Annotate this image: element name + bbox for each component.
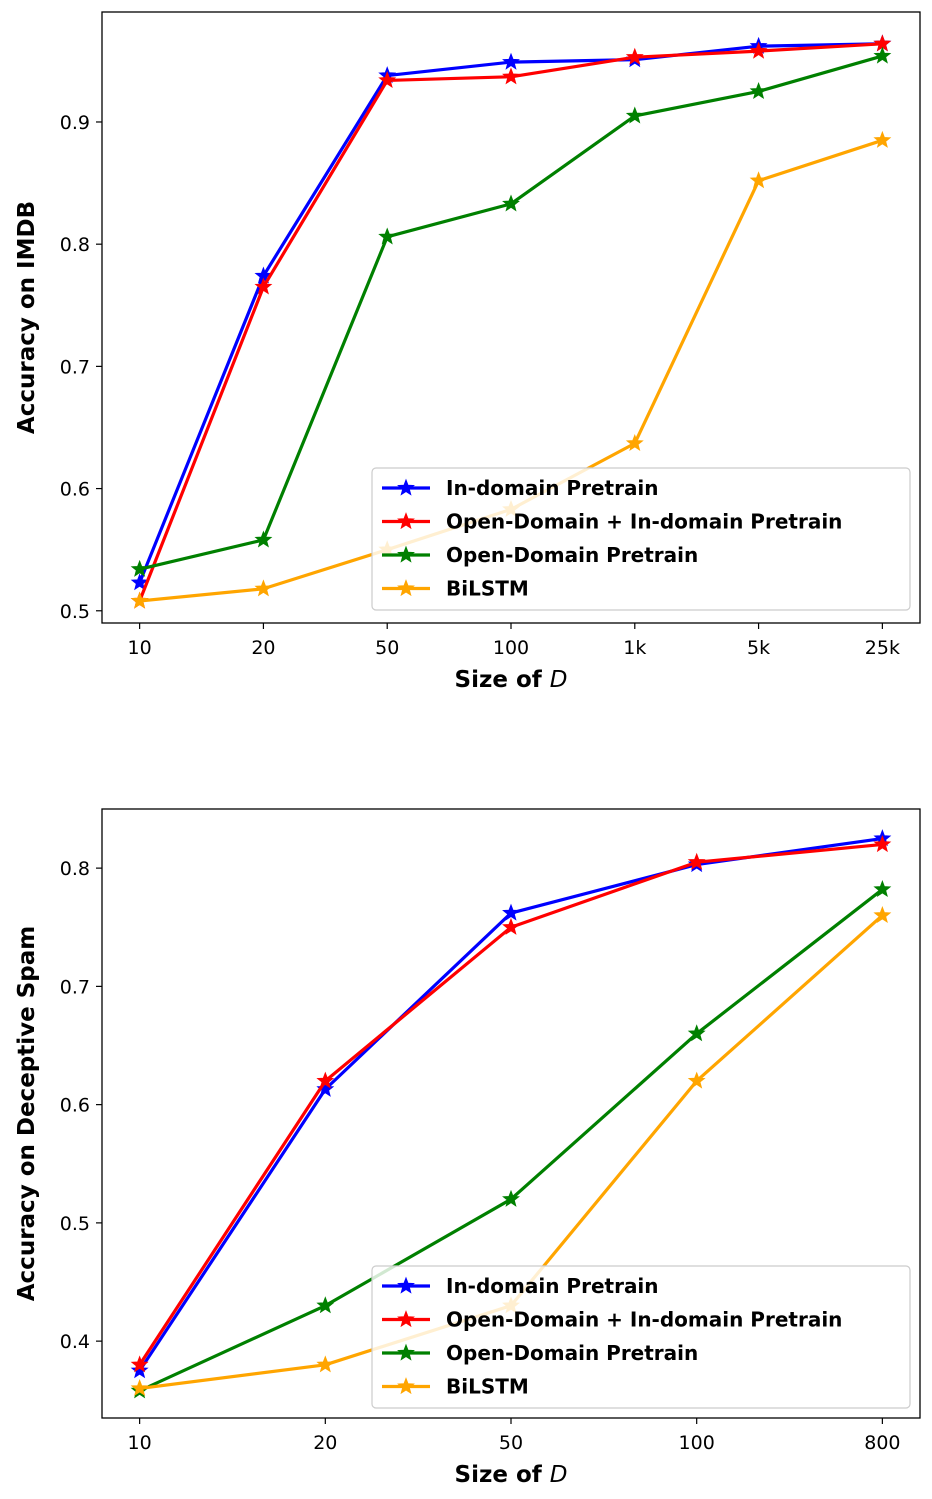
chart1-series-2-point-2	[254, 277, 273, 295]
chart1-series-4-point-7	[873, 130, 892, 148]
chart2-series-3-point-3	[502, 1189, 520, 1207]
chart1-x-tick-label-3: 50	[375, 637, 399, 659]
chart2-legend-item-3: Open-Domain Pretrain	[382, 1341, 698, 1365]
chart1-series-2-point-6	[749, 41, 768, 59]
chart1-x-tick-label-1: 10	[128, 637, 152, 659]
chart1-x-tick-label-6: 5k	[747, 637, 770, 659]
chart2-legend-marker-1	[397, 1276, 415, 1294]
chart1-x-tick-label-7: 25k	[865, 637, 900, 659]
chart1-legend-label-4: BiLSTM	[446, 577, 529, 601]
chart1-series-3-point-7	[873, 46, 892, 64]
chart2-series-3	[130, 880, 892, 1399]
chart1-x-axis-label: Size of D	[455, 667, 568, 693]
chart2-series-2-point-5	[873, 835, 892, 853]
chart1-y-tick-label-2: 0.6	[60, 479, 90, 501]
chart2-legend-item-2: Open-Domain + In-domain Pretrain	[382, 1308, 842, 1332]
chart2-legend-box	[371, 1265, 911, 1409]
chart2-series-3-point-2	[316, 1296, 335, 1314]
chart1-legend-item-3: Open-Domain Pretrain	[382, 543, 698, 567]
chart1-series-2-point-4	[502, 67, 520, 85]
chart2-series-4-point-4	[687, 1071, 706, 1089]
chart2-series-4-point-1	[130, 1379, 149, 1397]
chart1-legend-marker-2	[397, 512, 415, 530]
chart2-series-1-point-3	[502, 903, 520, 921]
chart1-series-3-point-4	[502, 194, 520, 212]
chart2-legend-label-4: BiLSTM	[446, 1375, 529, 1399]
chart1-series-3	[130, 46, 892, 577]
chart2-series-2-point-3	[502, 917, 520, 935]
chart2-legend-item-4: BiLSTM	[382, 1375, 529, 1399]
chart2-legend-item-1: In-domain Pretrain	[382, 1274, 659, 1298]
chart1-legend-box	[371, 467, 911, 611]
chart2-y-tick-label-1: 0.4	[60, 1331, 90, 1353]
chart1-y-tick-label-5: 0.9	[60, 112, 90, 134]
chart2-y-tick-label-3: 0.6	[60, 1095, 90, 1117]
chart1-series-1-point-4	[502, 52, 520, 70]
chart2-legend-label-1: In-domain Pretrain	[446, 1274, 659, 1298]
chart1-series-2-point-3	[378, 71, 397, 89]
chart1-series-3-point-5	[625, 106, 644, 124]
chart1-legend-marker-3	[397, 545, 415, 563]
chart1-series-3-point-3	[378, 227, 397, 245]
chart2-y-tick-label-5: 0.8	[60, 858, 90, 880]
chart1-legend-label-3: Open-Domain Pretrain	[446, 543, 698, 567]
chart2-series-3-point-4	[687, 1024, 706, 1042]
chart1-series-4-point-6	[749, 171, 768, 189]
chart1-legend-item-2: Open-Domain + In-domain Pretrain	[382, 510, 842, 534]
chart2-x-axis-label-var: D	[550, 1462, 568, 1488]
chart2-legend-label-3: Open-Domain Pretrain	[446, 1341, 698, 1365]
imdb-chart: 10 20 50 100 1k 5k 25k 0.5 0.6 0.7 0.8 0.9 Size of D…	[14, 11, 921, 693]
chart2-x-tick-label-4: 100	[679, 1432, 715, 1454]
chart1-y-tick-label-1: 0.5	[60, 601, 90, 623]
chart2-y-tick-label-4: 0.7	[60, 976, 90, 998]
chart1-y-tick-label-3: 0.7	[60, 356, 90, 378]
chart2-y-axis-label: Accuracy on Deceptive Spam	[14, 926, 40, 1302]
chart2-x-axis-label: Size of D	[455, 1462, 568, 1488]
chart1-series-2-point-5	[625, 47, 644, 65]
chart1-legend-item-4: BiLSTM	[382, 577, 529, 601]
chart1-x-axis-label-var: D	[550, 667, 568, 693]
chart1-legend-item-1: In-domain Pretrain	[382, 476, 659, 500]
chart1-legend-marker-1	[397, 478, 415, 496]
chart2-legend-marker-2	[397, 1310, 415, 1328]
chart1-legend-label-1: In-domain Pretrain	[446, 476, 659, 500]
chart2-x-tick-label-3: 50	[499, 1432, 523, 1454]
chart1-legend: In-domain Pretrain Open-Domain + In-domai…	[371, 467, 911, 611]
chart1-series-3-point-1	[130, 559, 149, 577]
chart1-legend-label-2: Open-Domain + In-domain Pretrain	[446, 510, 842, 534]
chart2-series-4-point-2	[316, 1355, 335, 1373]
deceptive-spam-chart: 10 20 50 100 800 0.4 0.5 0.6 0.7 0.8 Size of D Accu…	[14, 808, 921, 1488]
chart2-series-2-point-1	[130, 1355, 149, 1373]
chart1-series-3-point-2	[254, 530, 273, 548]
chart2-legend-marker-4	[397, 1377, 415, 1395]
chart1-series-3-point-6	[749, 82, 768, 100]
chart1-legend-marker-4	[397, 579, 415, 597]
chart2-series-2-point-2	[316, 1071, 335, 1089]
chart2-series-1-point-2	[316, 1079, 335, 1097]
chart2-legend: In-domain Pretrain Open-Domain + In-domai…	[371, 1265, 911, 1409]
chart2-x-tick-label-2: 20	[313, 1432, 337, 1454]
chart2-x-tick-label-5: 800	[864, 1432, 900, 1454]
chart2-y-tick-label-2: 0.5	[60, 1213, 90, 1235]
chart2-series-2	[130, 835, 892, 1373]
chart1-y-axis-label: Accuracy on IMDB	[14, 201, 40, 434]
chart2-legend-marker-3	[397, 1343, 415, 1361]
chart2-series-2-point-4	[687, 852, 706, 870]
chart1-y-tick-label-4: 0.8	[60, 234, 90, 256]
chart1-x-tick-label-2: 20	[251, 637, 275, 659]
chart2-legend-label-2: Open-Domain + In-domain Pretrain	[446, 1308, 842, 1332]
chart1-series-4-point-5	[625, 433, 644, 451]
chart1-x-tick-label-5: 1k	[623, 637, 646, 659]
chart1-series-4-point-2	[254, 579, 273, 597]
chart2-series-4-point-5	[873, 906, 892, 924]
chart1-x-axis-label-prefix: Size of	[455, 667, 550, 693]
chart2-series-3-point-5	[873, 880, 892, 898]
chart2-x-axis-label-prefix: Size of	[455, 1462, 550, 1488]
chart2-series-1-point-1	[130, 1361, 149, 1379]
chart1-series-1-point-1	[130, 573, 149, 591]
chart1-x-tick-label-4: 100	[493, 637, 529, 659]
chart1-series-4-point-1	[130, 591, 149, 609]
chart2-x-tick-label-1: 10	[128, 1432, 152, 1454]
